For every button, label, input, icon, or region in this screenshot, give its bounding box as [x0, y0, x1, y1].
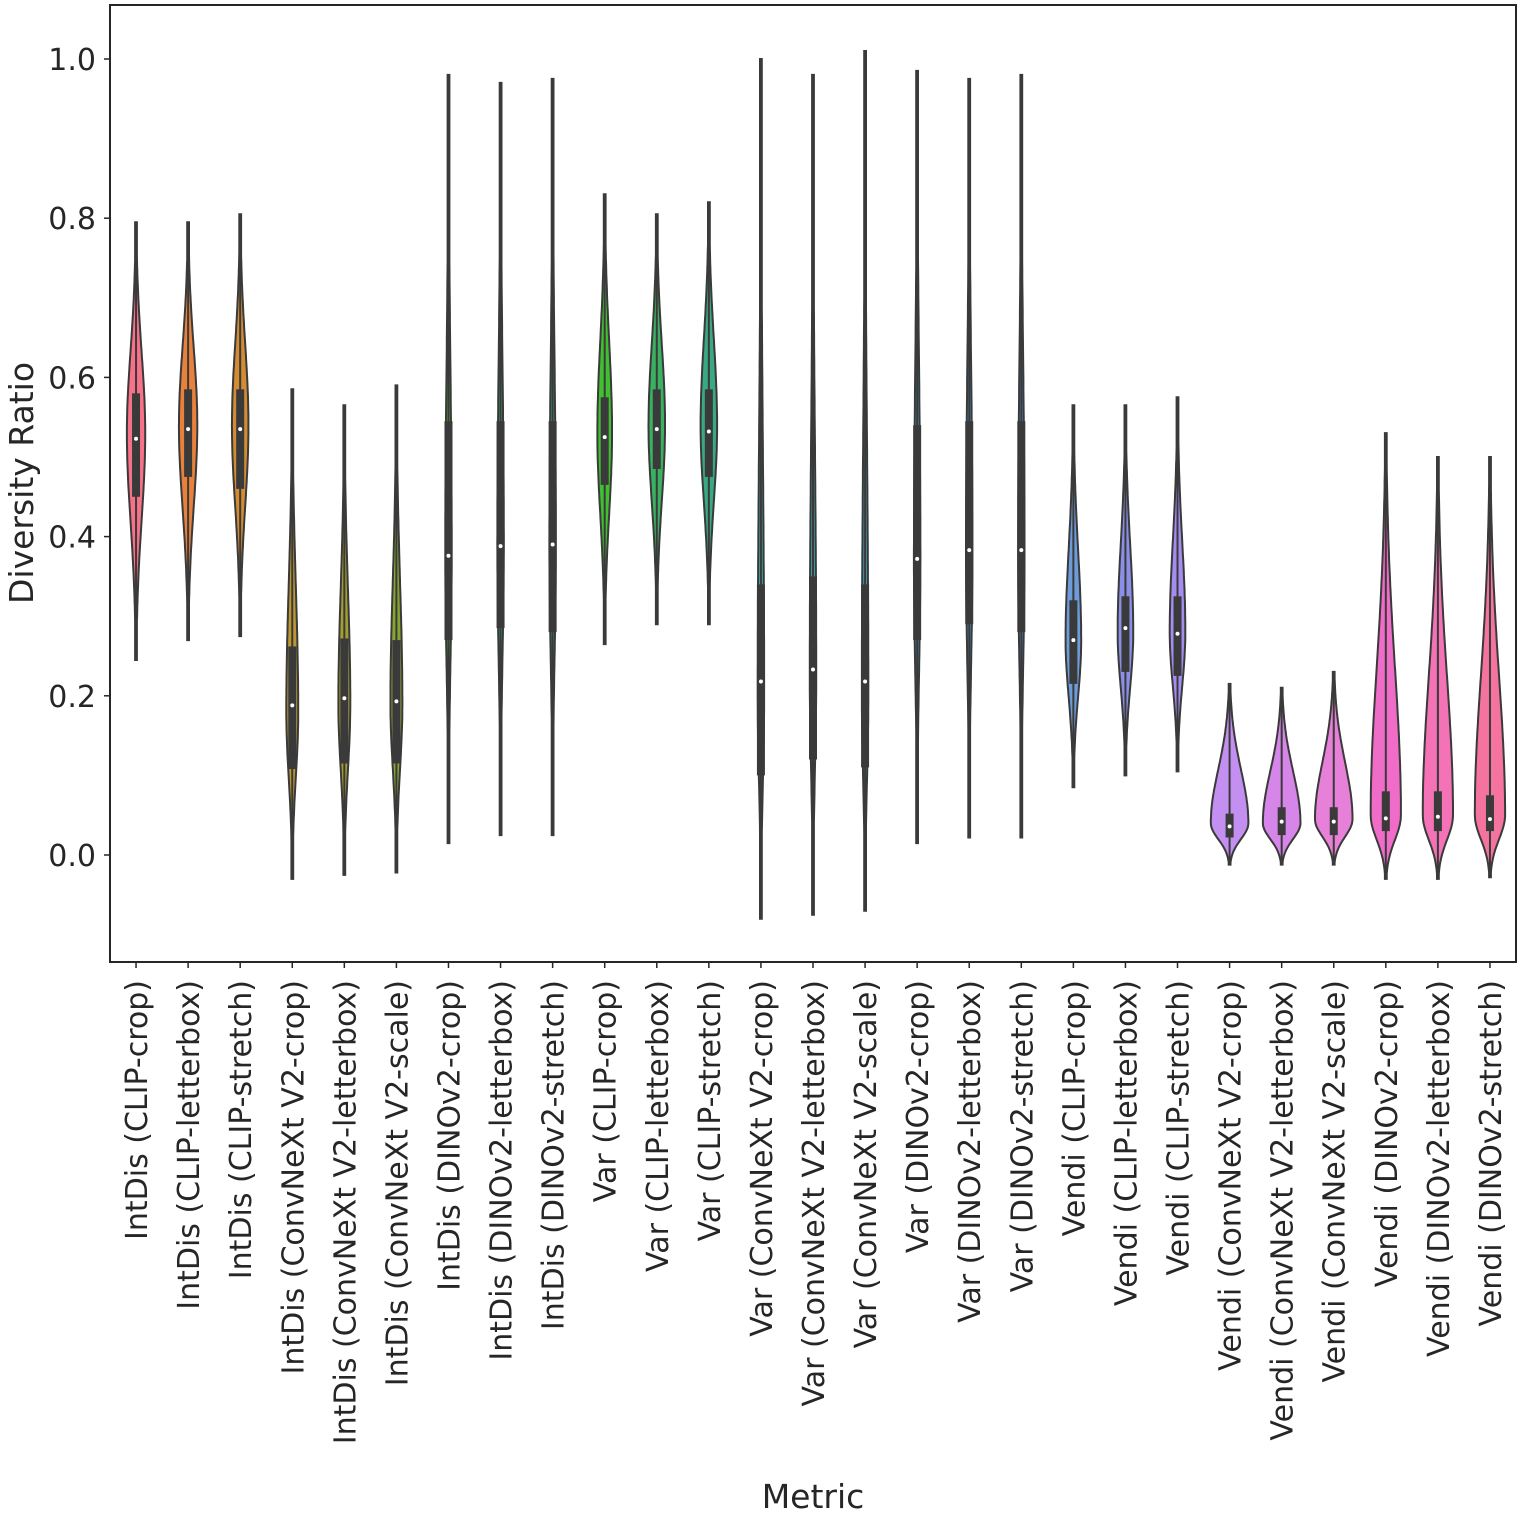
x-tick-label: Var (ConvNeXt V2-scale) [849, 980, 884, 1348]
x-tick-label: Vendi (CLIP-crop) [1057, 980, 1092, 1236]
y-tick-label: 0.8 [48, 202, 96, 237]
x-tick-label: Vendi (CLIP-stretch) [1162, 980, 1197, 1276]
x-tick-label: Vendi (DINOv2-stretch) [1474, 980, 1509, 1326]
violin-median-point [550, 542, 555, 547]
violin-median-point [654, 427, 659, 432]
x-tick-label: Var (ConvNeXt V2-crop) [745, 980, 780, 1337]
violin-iqr-box [1485, 795, 1494, 832]
violin-median-point [1383, 816, 1388, 821]
violin-iqr-box [288, 646, 297, 770]
violin-median-point [1331, 819, 1336, 824]
violin-median-point [915, 556, 920, 561]
violin-group [125, 50, 1507, 920]
violin-median-point [1175, 631, 1180, 636]
x-tick-label: Vendi (DINOv2-crop) [1370, 980, 1405, 1287]
violin-iqr-box [913, 425, 922, 641]
x-axis-title: Metric [762, 1477, 865, 1516]
violin-iqr-box [184, 389, 193, 477]
violin-median-point [394, 699, 399, 704]
violin-median-point [1487, 817, 1492, 822]
violin-median-point [1435, 814, 1440, 819]
violin-median-point [290, 703, 295, 708]
violin-median-point [706, 429, 711, 434]
violin-median-point [1279, 819, 1284, 824]
y-tick-label: 0.6 [48, 361, 96, 396]
x-tick-label: Var (DINOv2-letterbox) [953, 980, 988, 1323]
violin-iqr-box [1381, 791, 1390, 832]
x-tick-label: IntDis (CLIP-crop) [120, 980, 155, 1240]
x-tick-label: IntDis (DINOv2-stretch) [537, 980, 572, 1330]
x-tick-label: Vendi (CLIP-letterbox) [1109, 980, 1144, 1306]
x-tick-label: IntDis (ConvNeXt V2-crop) [276, 980, 311, 1374]
violin-median-point [758, 679, 763, 684]
violin-iqr-box [496, 421, 505, 629]
violin-median-point [863, 679, 868, 684]
violin-iqr-box [1173, 596, 1182, 676]
violin-iqr-box [548, 421, 557, 633]
x-tick-label: Vendi (DINOv2-letterbox) [1422, 980, 1457, 1357]
violin-iqr-box [1433, 791, 1442, 832]
violin-median-point [446, 553, 451, 558]
violin-median-point [1019, 548, 1024, 553]
x-tick-label: Var (ConvNeXt V2-letterbox) [797, 980, 832, 1406]
y-tick-group: 0.0 0.2 0.4 0.6 0.8 1.0 [48, 43, 110, 874]
y-tick-label: 0.0 [48, 839, 96, 874]
violin-median-point [134, 436, 139, 441]
y-tick-label: 1.0 [48, 43, 96, 78]
violin-iqr-box [600, 397, 609, 485]
x-tick-label: IntDis (CLIP-stretch) [224, 980, 259, 1279]
violin-iqr-box [340, 638, 349, 764]
violin-median-point [1227, 824, 1232, 829]
violin-iqr-box [132, 393, 141, 497]
x-tick-label: IntDis (ConvNeXt V2-letterbox) [328, 980, 363, 1444]
x-tick-label: IntDis (ConvNeXt V2-scale) [380, 980, 415, 1386]
violin-iqr-box [1017, 421, 1026, 633]
violin-iqr-box [444, 421, 453, 641]
x-tick-label: Vendi (ConvNeXt V2-crop) [1214, 980, 1249, 1371]
violin-median-point [602, 435, 607, 440]
violin-median-point [967, 548, 972, 553]
x-tick-label: Var (CLIP-crop) [589, 980, 624, 1202]
violin-median-point [498, 544, 503, 549]
y-tick-label: 0.2 [48, 680, 96, 715]
violin-median-point [238, 427, 243, 432]
violin-iqr-box [965, 421, 974, 625]
violin-median-point [811, 667, 815, 672]
x-tick-label: Var (DINOv2-crop) [901, 980, 936, 1253]
x-tick-label: Vendi (ConvNeXt V2-scale) [1318, 980, 1353, 1383]
x-tick-label: Var (CLIP-letterbox) [641, 980, 676, 1272]
x-tick-label: Vendi (ConvNeXt V2-letterbox) [1266, 980, 1301, 1441]
y-tick-label: 0.4 [48, 521, 96, 556]
violin-median-point [1123, 626, 1128, 631]
x-tick-label: Var (CLIP-stretch) [693, 980, 728, 1241]
x-tick-group: IntDis (CLIP-crop) IntDis (CLIP-letterbox… [120, 962, 1509, 1444]
x-tick-label: Var (DINOv2-stretch) [1005, 980, 1040, 1292]
violin-median-point [186, 427, 191, 432]
x-tick-label: IntDis (DINOv2-letterbox) [485, 980, 520, 1361]
x-tick-label: IntDis (DINOv2-crop) [432, 980, 467, 1291]
violin-iqr-box [1121, 596, 1130, 672]
violin-iqr-box [236, 389, 245, 489]
y-axis-title: Diversity Ratio [2, 362, 41, 604]
violin-median-point [1071, 638, 1076, 643]
x-tick-label: IntDis (CLIP-letterbox) [172, 980, 207, 1310]
violin-median-point [342, 696, 347, 701]
violin-iqr-box [861, 584, 870, 768]
